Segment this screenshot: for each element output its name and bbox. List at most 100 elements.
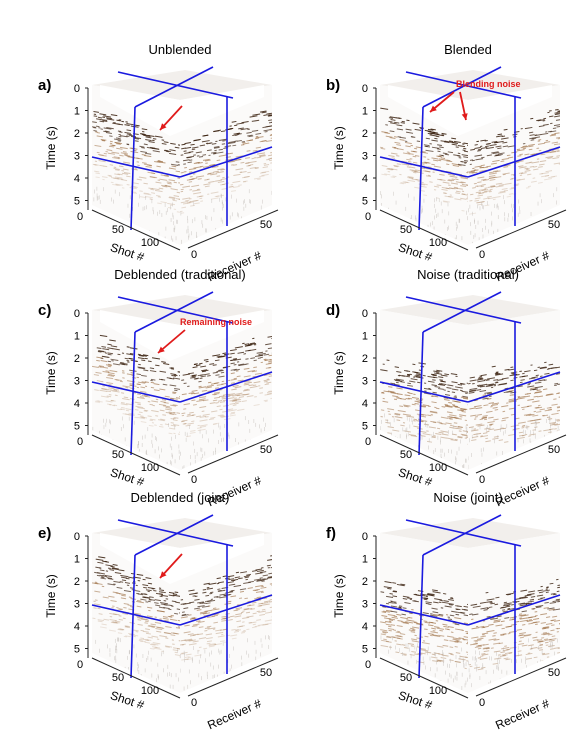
panel-letter: a) xyxy=(38,77,51,94)
receiver-tick: 0 xyxy=(479,474,485,486)
panel-letter: f) xyxy=(326,525,336,542)
arrow-head-icon xyxy=(160,571,167,578)
first-break-wedge xyxy=(388,85,552,136)
time-tick: 2 xyxy=(74,576,80,588)
time-tick: 1 xyxy=(362,554,368,566)
receiver-tick: 0 xyxy=(191,697,197,709)
shot-tick: 50 xyxy=(112,224,124,236)
panel-title: Noise (traditional) xyxy=(417,267,519,282)
time-tick: 3 xyxy=(362,376,368,388)
shot-tick: 50 xyxy=(400,224,412,236)
time-tick: 4 xyxy=(74,173,80,185)
time-tick: 0 xyxy=(74,308,80,320)
time-axis: 0 1 2 3 4 5 Time (s) xyxy=(44,531,89,658)
arrow-head-icon xyxy=(160,123,167,130)
annotation-label: Remaining noise xyxy=(180,317,252,327)
shot-tick: 50 xyxy=(112,449,124,461)
annotation: Blending noise xyxy=(429,79,521,121)
shot-tick: 50 xyxy=(112,672,124,684)
shot-tick: 50 xyxy=(400,449,412,461)
time-axis-label: Time (s) xyxy=(332,126,346,170)
panel-title: Unblended xyxy=(149,42,212,57)
seismic-texture xyxy=(468,578,560,693)
shot-tick: 0 xyxy=(365,436,371,448)
panel-letter: d) xyxy=(326,302,340,319)
time-tick: 0 xyxy=(362,531,368,543)
time-axis: 0 1 2 3 4 5 Time (s) xyxy=(44,83,89,210)
annotation-label: Blending noise xyxy=(456,79,521,89)
receiver-tick: 0 xyxy=(479,249,485,261)
time-axis: 0 1 2 3 4 5 Time (s) xyxy=(332,83,377,210)
time-tick: 1 xyxy=(74,106,80,118)
time-tick: 3 xyxy=(74,376,80,388)
time-axis: 0 1 2 3 4 5 Time (s) xyxy=(332,308,377,435)
time-tick: 3 xyxy=(74,599,80,611)
receiver-tick: 50 xyxy=(548,444,560,456)
first-break-wedge xyxy=(100,85,264,136)
time-tick: 1 xyxy=(362,331,368,343)
shot-tick: 100 xyxy=(429,237,447,249)
time-tick: 3 xyxy=(362,599,368,611)
panel-e: Deblended (joint) e) 0 1 2 3 4 5 Time (s) 0 50 100 S… xyxy=(0,478,288,732)
seismic-texture xyxy=(92,556,180,693)
time-tick: 4 xyxy=(74,398,80,410)
shot-tick: 100 xyxy=(141,237,159,249)
time-tick: 5 xyxy=(74,421,80,433)
seismic-texture xyxy=(92,334,180,470)
time-axis-label: Time (s) xyxy=(332,574,346,618)
first-break-wedge xyxy=(100,310,264,361)
receiver-tick: 0 xyxy=(479,697,485,709)
panel-d: Noise (traditional) d) 0 1 2 3 4 5 Time (s) 0 50 10… xyxy=(288,255,576,509)
panel-a: Unblended a) 0 1 2 3 4 5 Time (s) 0 50 100 Shot #0 50… xyxy=(0,30,288,284)
time-axis-label: Time (s) xyxy=(332,351,346,395)
receiver-tick: 50 xyxy=(260,667,272,679)
seismic-texture xyxy=(380,359,468,470)
top-face xyxy=(380,295,560,325)
shot-tick: 100 xyxy=(429,462,447,474)
receiver-tick: 50 xyxy=(260,219,272,231)
shot-tick: 0 xyxy=(77,659,83,671)
annotation xyxy=(159,553,183,579)
time-tick: 4 xyxy=(362,621,368,633)
cube-plot: Noise (traditional) d) 0 1 2 3 4 5 Time (s) 0 50 10… xyxy=(326,267,567,509)
time-axis: 0 1 2 3 4 5 Time (s) xyxy=(44,308,89,435)
slice-lines xyxy=(91,66,273,231)
time-tick: 1 xyxy=(362,106,368,118)
shot-tick: 0 xyxy=(77,211,83,223)
seismic-texture xyxy=(92,110,180,245)
shot-tick: 0 xyxy=(365,659,371,671)
front-left-face xyxy=(380,310,468,470)
receiver-tick: 0 xyxy=(191,249,197,261)
first-break-wedge xyxy=(100,533,264,584)
receiver-tick: 50 xyxy=(548,667,560,679)
time-tick: 3 xyxy=(362,151,368,163)
front-right-face xyxy=(180,533,272,693)
arrow-head-icon xyxy=(461,113,468,120)
time-tick: 2 xyxy=(74,353,80,365)
top-face xyxy=(380,518,560,548)
receiver-axis-label: Receiver # xyxy=(205,696,263,732)
shot-tick: 100 xyxy=(429,685,447,697)
panel-title: Blended xyxy=(444,42,492,57)
time-tick: 4 xyxy=(74,621,80,633)
panel-b: Blended b) 0 1 2 3 4 5 Time (s) 0 50 100 Shot #0 50 Re… xyxy=(288,30,576,284)
time-tick: 4 xyxy=(362,398,368,410)
time-tick: 1 xyxy=(74,554,80,566)
time-tick: 2 xyxy=(74,128,80,140)
panel-title: Deblended (traditional) xyxy=(114,267,246,282)
front-right-face xyxy=(180,85,272,245)
panel-title: Noise (joint) xyxy=(433,490,502,505)
front-right-face xyxy=(468,310,560,470)
time-tick: 2 xyxy=(362,353,368,365)
annotation xyxy=(159,105,183,131)
time-tick: 5 xyxy=(362,644,368,656)
shot-tick: 50 xyxy=(400,672,412,684)
panel-c: Deblended (traditional) c) 0 1 2 3 4 5 Time (s) 0… xyxy=(0,255,288,509)
time-tick: 5 xyxy=(362,421,368,433)
